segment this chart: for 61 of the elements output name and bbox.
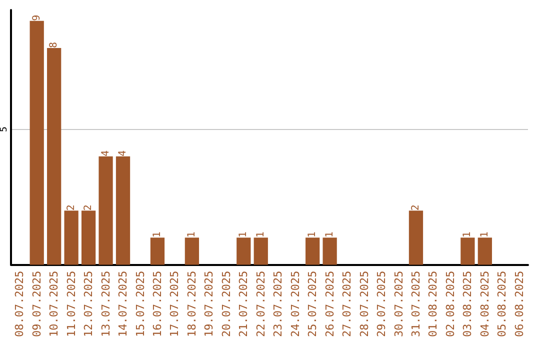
x-tick-label: 12.07.2025 [82,270,96,338]
bar [306,238,320,265]
bar [184,238,200,265]
x-tick-label: 18.07.2025 [185,270,198,338]
bar [30,20,44,265]
data-label: 2 [66,204,77,211]
data-label: 1 [255,232,266,238]
bar [150,238,165,265]
x-tick-label: 17.07.2025 [168,270,182,338]
data-label: 1 [462,232,474,238]
x-tick-label: 16.07.2025 [150,270,164,338]
bar [478,238,492,265]
data-label: 1 [186,232,198,238]
x-tick-label: 30.07.2025 [392,270,406,338]
x-tick-label: 23.07.2025 [272,270,285,338]
y-tick-label: 5 [0,126,10,132]
x-tick-label: 13.07.2025 [99,270,112,338]
data-label: 2 [83,204,94,211]
data-label: 1 [307,232,318,238]
data-label: 1 [324,232,336,238]
x-tick-label: 21.07.2025 [237,270,250,338]
x-tick-label: 28.07.2025 [358,270,371,338]
x-tick-label: 29.07.2025 [375,270,388,338]
x-tick-label: 06.08.2025 [512,270,526,338]
bar [116,156,130,265]
bar [254,238,268,265]
x-tick-label: 27.07.2025 [340,270,354,338]
bar [236,238,251,265]
x-tick-label: 14.07.2025 [116,270,130,338]
x-tick-label: 22.07.2025 [254,270,268,338]
data-label: 1 [479,232,490,238]
x-tick-label: 24.07.2025 [288,270,302,338]
bar [81,210,96,265]
x-tick-label: 09.07.2025 [30,270,44,338]
x-tick-label: 25.07.2025 [306,270,320,338]
x-tick-label: 04.08.2025 [478,270,492,338]
x-tick-label: 03.08.2025 [461,270,474,338]
data-label: 1 [152,232,163,238]
bar [64,210,78,265]
x-tick-label: 08.07.2025 [13,270,26,338]
x-tick-label: 10.07.2025 [48,270,61,338]
data-label: 9 [31,14,42,21]
data-label: 1 [238,232,250,238]
data-label: 8 [48,42,60,48]
x-tick-label: 02.08.2025 [444,270,457,338]
x-tick-label: 01.08.2025 [426,270,440,338]
x-tick-label: 31.07.2025 [409,270,422,338]
x-tick-label: 15.07.2025 [134,270,147,338]
bar [98,156,113,265]
x-tick-label: 26.07.2025 [323,270,336,338]
data-label: 2 [410,204,422,211]
bar [460,238,475,265]
x-tick-label: 20.07.2025 [220,270,233,338]
x-tick-label: 19.07.2025 [202,270,216,338]
data-label: 4 [100,150,112,156]
bar [408,210,424,265]
x-tick-label: 11.07.2025 [64,270,78,338]
bar [322,238,337,265]
bar [47,48,62,265]
data-label: 4 [118,150,129,156]
x-tick-label: 05.08.2025 [496,270,509,338]
